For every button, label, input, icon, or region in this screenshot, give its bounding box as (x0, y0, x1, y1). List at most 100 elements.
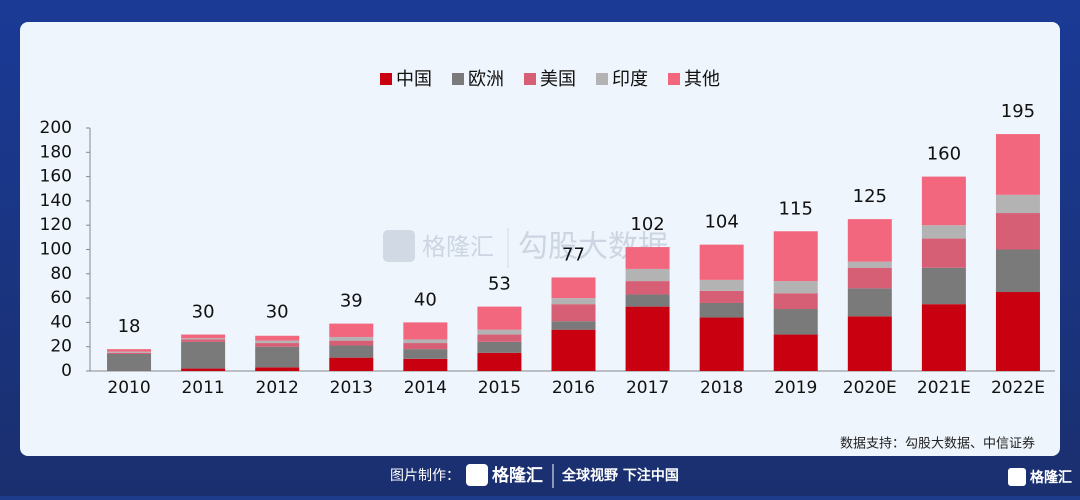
legend-label: 欧洲 (468, 69, 504, 90)
bar-segment (699, 244, 744, 280)
bar-segment (847, 316, 892, 371)
x-tick-label: 2010 (107, 378, 150, 398)
y-tick-label: 20 (50, 337, 72, 357)
legend-label: 美国 (540, 69, 576, 90)
bar-segment (107, 349, 152, 352)
legend-label: 中国 (396, 69, 432, 90)
bar-segment (477, 334, 522, 342)
total-label: 77 (562, 244, 585, 265)
footer-prefix: 图片制作： (390, 468, 460, 484)
bar-segment (847, 288, 892, 317)
logo-text: 格隆汇 (1030, 469, 1072, 486)
bar-segment (699, 290, 744, 303)
bar-segment (181, 334, 226, 339)
bar-segment (773, 334, 818, 371)
bar-segment (181, 341, 226, 369)
x-tick-label: 2012 (256, 378, 299, 398)
bar-segment (921, 238, 966, 268)
bar-segment (403, 358, 448, 371)
bar-segment (847, 219, 892, 262)
bar-segment (551, 329, 596, 371)
x-tick-label: 2013 (330, 378, 373, 398)
y-tick-label: 40 (50, 312, 72, 332)
y-tick-label: 80 (50, 264, 72, 284)
bar-segment (181, 338, 226, 340)
y-tick-label: 160 (40, 167, 72, 187)
total-label: 195 (1001, 101, 1035, 122)
footer-slogan: 全球视野 下注中国 (561, 467, 679, 484)
bar-segment (625, 247, 670, 269)
x-tick-label: 2016 (552, 378, 595, 398)
bar-segment (107, 352, 152, 354)
y-tick-label: 0 (61, 361, 72, 381)
bar-segment (255, 340, 300, 344)
bar-segment (255, 367, 300, 371)
x-tick-label: 2018 (700, 378, 743, 398)
bar-segment (699, 279, 744, 291)
x-tick-label: 2014 (404, 378, 447, 398)
bar-segment (329, 323, 374, 337)
x-tick-label: 2020E (843, 378, 897, 398)
bar-segment (995, 292, 1040, 371)
total-label: 102 (630, 214, 664, 235)
legend-swatch (524, 73, 536, 85)
bar-segment (625, 306, 670, 371)
total-label: 115 (779, 198, 813, 219)
bar-segment (477, 352, 522, 371)
bar-segment (403, 339, 448, 344)
total-label: 53 (488, 274, 511, 295)
total-label: 30 (192, 302, 215, 323)
source: 数据支持：勾股大数据、中信证券 (840, 436, 1035, 452)
logo-icon (1008, 468, 1026, 486)
bar-segment (773, 231, 818, 282)
bar-segment (921, 225, 966, 239)
bar-segment (551, 277, 596, 299)
total-label: 18 (118, 316, 141, 337)
legend-swatch (596, 73, 608, 85)
x-tick-label: 2017 (626, 378, 669, 398)
footer-icon (466, 464, 488, 486)
bar-segment (699, 302, 744, 318)
bar-segment (329, 336, 374, 341)
bar-segment (625, 268, 670, 282)
bar-segment (995, 249, 1040, 293)
bar-segment (107, 353, 152, 371)
bar-segment (995, 194, 1040, 214)
bar-segment (107, 351, 152, 353)
bar-segment (551, 304, 596, 322)
bar-segment (181, 339, 226, 342)
total-label: 104 (704, 212, 738, 233)
bar-segment (625, 281, 670, 295)
legend-swatch (452, 73, 464, 85)
y-tick-label: 60 (50, 288, 72, 308)
bar-segment (403, 343, 448, 350)
total-label: 40 (414, 289, 437, 310)
bar-segment (551, 298, 596, 305)
bar-segment (625, 294, 670, 307)
bar-segment (921, 267, 966, 305)
bar-segment (181, 368, 226, 371)
x-tick-label: 2011 (181, 378, 224, 398)
x-tick-label: 2019 (774, 378, 817, 398)
bar-segment (329, 340, 374, 346)
total-label: 39 (340, 291, 363, 312)
bar-segment (847, 261, 892, 268)
total-label: 125 (853, 186, 887, 207)
bar-segment (403, 322, 448, 340)
watermark-icon (383, 230, 415, 262)
y-tick-label: 120 (40, 215, 72, 235)
bar-segment (921, 176, 966, 226)
bar-segment (329, 357, 374, 371)
bar-segment (921, 304, 966, 371)
bar-segment (255, 346, 300, 368)
x-tick-label: 2015 (478, 378, 521, 398)
legend-swatch (668, 73, 680, 85)
bar-segment (477, 329, 522, 335)
bar-segment (995, 134, 1040, 195)
bar-segment (477, 341, 522, 353)
bar-segment (773, 281, 818, 294)
footer-brand: 格隆汇 (492, 465, 543, 486)
bar-segment (773, 309, 818, 335)
bar-segment (255, 343, 300, 347)
